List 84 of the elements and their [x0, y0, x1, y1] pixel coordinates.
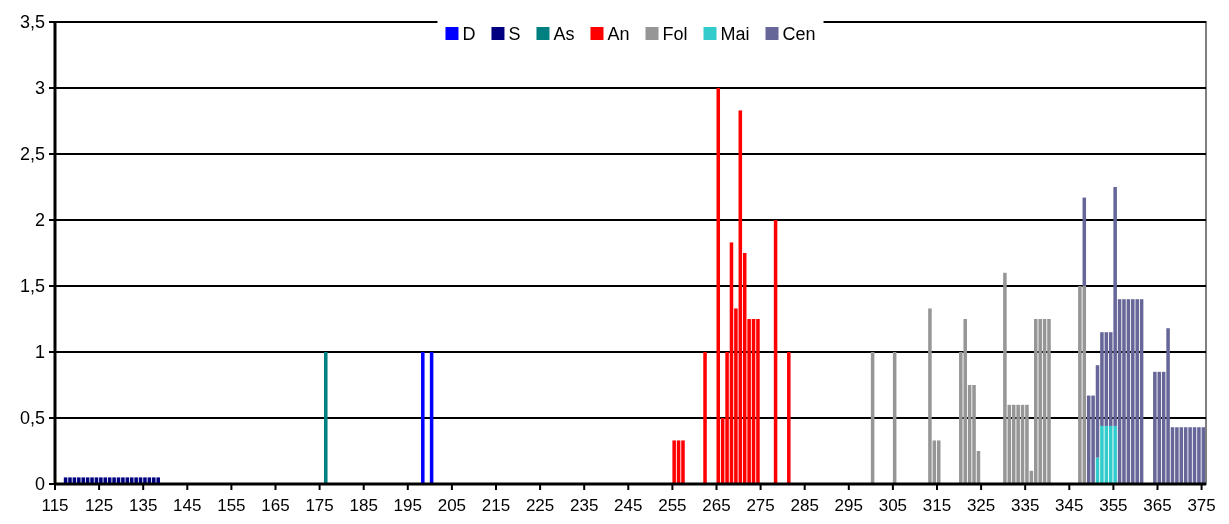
bar [121, 477, 125, 484]
y-tick-label: 3 [34, 78, 45, 99]
legend-label: As [553, 24, 575, 44]
bar [787, 352, 791, 484]
x-tick-label: 155 [217, 496, 246, 515]
x-tick-label: 165 [261, 496, 290, 515]
bar [90, 477, 94, 484]
x-tick-label: 125 [84, 496, 114, 515]
bar [1113, 425, 1117, 484]
bar [81, 477, 85, 484]
bar [99, 477, 103, 484]
x-tick-label: 375 [1187, 496, 1216, 515]
bar [1025, 404, 1029, 484]
bar [1157, 371, 1162, 484]
x-tick-label: 295 [834, 496, 863, 515]
bar [112, 477, 116, 484]
bar [1034, 319, 1038, 484]
x-tick-label: 305 [878, 496, 908, 515]
bar [928, 308, 932, 484]
bar [156, 477, 160, 484]
y-tick-label: 0,5 [19, 408, 45, 429]
bar [143, 477, 147, 484]
legend-label: D [462, 24, 476, 44]
x-tick-label: 185 [349, 496, 378, 515]
bar [963, 319, 967, 484]
x-tick-label: 325 [966, 496, 996, 515]
y-tick-label: 2,5 [19, 144, 45, 165]
legend-label: An [607, 24, 630, 44]
bar [1135, 299, 1139, 484]
bar [1003, 272, 1007, 484]
bar [756, 319, 760, 484]
x-tick-label: 205 [437, 496, 467, 515]
x-tick-label: 225 [525, 496, 555, 515]
bar [1188, 427, 1192, 484]
bar [324, 352, 328, 484]
bar [68, 477, 72, 484]
bar [1122, 299, 1126, 484]
bar [1197, 427, 1201, 484]
bar [681, 440, 685, 484]
bar [77, 477, 81, 484]
x-tick-label: 315 [922, 496, 952, 515]
x-tick-label: 245 [614, 496, 643, 515]
bar [1047, 319, 1051, 484]
x-tick-label: 365 [1143, 496, 1172, 515]
x-tick-label: 345 [1055, 496, 1084, 515]
x-tick-label: 135 [129, 496, 158, 515]
bar [1016, 404, 1020, 484]
legend-label: Cen [782, 24, 816, 44]
x-tick-label: 255 [658, 496, 687, 515]
x-tick-label: 145 [173, 496, 202, 515]
y-tick-label: 1,5 [19, 276, 45, 297]
legend-label: S [508, 24, 521, 44]
y-tick-label: 2 [34, 210, 45, 231]
bar [672, 440, 676, 484]
y-tick-label: 1 [34, 342, 45, 363]
bar [703, 352, 707, 484]
bar [1153, 371, 1157, 484]
bar [936, 440, 941, 484]
x-tick-label: 285 [790, 496, 819, 515]
bar [134, 477, 138, 484]
bar [152, 477, 156, 484]
x-tick-label: 335 [1011, 496, 1040, 515]
x-tick-label: 355 [1099, 496, 1128, 515]
bar [1100, 425, 1104, 484]
bar [1108, 425, 1113, 484]
bar [1038, 319, 1042, 484]
bar [1078, 286, 1082, 484]
y-tick-label: 3,5 [19, 12, 45, 33]
y-tick-label: 0 [34, 474, 45, 495]
x-tick-label: 115 [41, 496, 69, 515]
bar [1166, 328, 1170, 484]
bar [1131, 299, 1135, 484]
x-tick-label: 175 [305, 496, 334, 515]
legend-label: Fol [662, 24, 688, 44]
bar [972, 385, 976, 484]
bar [421, 352, 425, 484]
bar [1175, 427, 1179, 484]
x-tick-label: 275 [746, 496, 775, 515]
x-tick-label: 195 [393, 496, 422, 515]
x-tick-label: 265 [702, 496, 731, 515]
bar [716, 88, 721, 484]
x-tick-label: 235 [570, 496, 599, 515]
legend-label: Mai [720, 24, 750, 44]
x-tick-label: 215 [481, 496, 511, 515]
